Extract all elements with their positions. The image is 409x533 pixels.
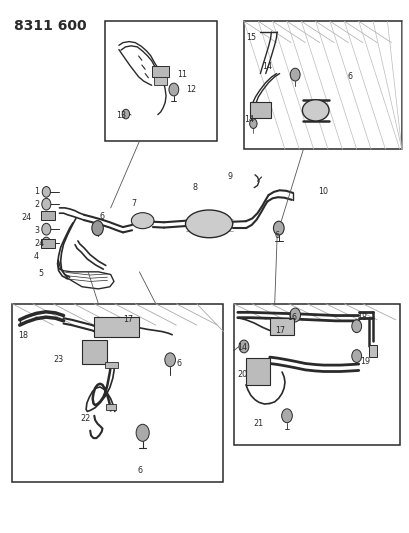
Text: 7: 7 (131, 199, 136, 208)
Text: 16: 16 (286, 313, 296, 322)
Text: 17: 17 (123, 316, 133, 324)
Bar (368, 345, 376, 357)
Circle shape (351, 350, 361, 362)
Text: 6: 6 (137, 466, 142, 474)
Bar (106, 404, 116, 410)
Text: 14: 14 (244, 115, 254, 124)
Text: 24: 24 (34, 239, 44, 247)
Circle shape (136, 424, 149, 441)
Text: 14: 14 (236, 343, 246, 352)
Text: 3: 3 (34, 226, 39, 235)
Text: 6: 6 (176, 359, 181, 368)
Circle shape (42, 223, 51, 235)
Bar (243, 21, 401, 149)
Circle shape (238, 340, 248, 353)
Text: 6: 6 (99, 212, 104, 221)
Ellipse shape (131, 213, 154, 229)
Text: 9: 9 (227, 173, 232, 181)
Text: 24: 24 (22, 213, 32, 222)
Bar (41, 211, 55, 220)
Text: 11: 11 (177, 70, 187, 79)
Text: 2: 2 (34, 200, 39, 209)
Circle shape (92, 221, 103, 236)
Text: 1: 1 (34, 188, 39, 196)
Text: 18: 18 (356, 313, 366, 322)
Circle shape (281, 409, 292, 423)
Text: 10: 10 (317, 188, 327, 196)
Text: 21: 21 (253, 419, 263, 428)
Circle shape (273, 221, 283, 235)
Bar (151, 66, 169, 77)
Text: 5: 5 (38, 269, 43, 278)
Text: 8311 600: 8311 600 (14, 19, 87, 33)
Bar (249, 102, 270, 118)
Circle shape (42, 187, 50, 197)
Circle shape (122, 109, 129, 119)
Text: 23: 23 (53, 356, 63, 364)
Bar (41, 239, 55, 248)
Bar (104, 21, 217, 141)
Circle shape (289, 308, 300, 322)
Circle shape (169, 83, 178, 96)
Circle shape (42, 198, 51, 210)
Circle shape (164, 353, 175, 367)
Text: 4: 4 (34, 253, 39, 261)
Bar (245, 358, 269, 385)
Text: 17: 17 (275, 326, 285, 335)
Bar (104, 362, 117, 368)
Text: 19: 19 (359, 357, 369, 366)
Bar (153, 77, 166, 85)
Circle shape (351, 320, 361, 333)
Text: 14: 14 (262, 62, 272, 71)
Circle shape (249, 119, 256, 128)
Bar (94, 317, 139, 337)
Ellipse shape (185, 210, 232, 238)
Bar (233, 304, 399, 445)
Bar (12, 304, 223, 482)
Text: 12: 12 (186, 85, 196, 94)
Text: 13: 13 (116, 111, 126, 119)
Text: 22: 22 (80, 414, 90, 423)
Text: 6: 6 (274, 231, 279, 240)
Text: 18: 18 (18, 332, 28, 340)
Bar (82, 340, 106, 364)
Ellipse shape (302, 100, 328, 121)
Text: 15: 15 (245, 33, 256, 42)
Circle shape (290, 68, 299, 81)
Text: 20: 20 (237, 370, 247, 378)
Bar (269, 318, 294, 335)
Text: 6: 6 (347, 72, 352, 81)
Text: 8: 8 (192, 183, 197, 192)
Circle shape (42, 237, 50, 248)
